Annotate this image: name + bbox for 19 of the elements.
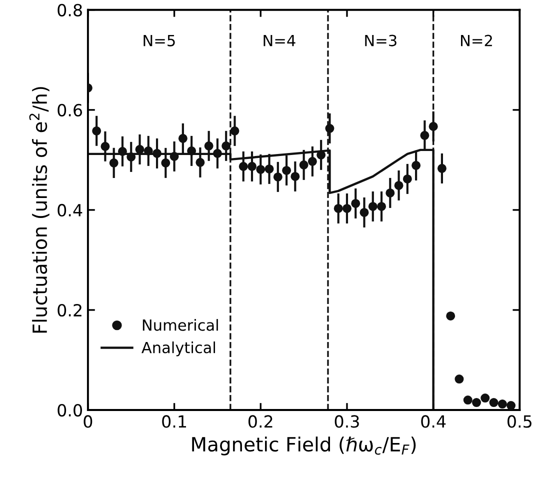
legend-label: Analytical	[142, 341, 216, 356]
x-axis-title: Magnetic Field (ℏω$_{c}$/E$_{F}$)	[192, 436, 416, 456]
y-tick-label: 0.8	[58, 4, 82, 16]
annotation: N=5	[144, 34, 175, 46]
y-tick-label: 0.2	[58, 304, 82, 317]
x-tick-label: 0	[84, 415, 92, 428]
annotation: N=2	[461, 34, 492, 46]
x-tick-label: 0.2	[248, 415, 272, 428]
legend-label: Numerical	[142, 319, 218, 331]
y-tick-label: 0.6	[58, 104, 82, 116]
annotation: N=4	[264, 34, 296, 46]
x-tick-label: 0.5	[508, 415, 532, 428]
x-tick-label: 0.1	[162, 415, 186, 428]
y-tick-label: 0.0	[58, 404, 82, 417]
annotation: N=3	[365, 34, 396, 46]
x-tick-label: 0.3	[334, 415, 359, 428]
y-tick-label: 0.4	[58, 204, 82, 217]
x-tick-label: 0.4	[421, 415, 446, 428]
y-axis-title: Fluctuation (units of e$^{2}$/h)	[29, 87, 50, 333]
